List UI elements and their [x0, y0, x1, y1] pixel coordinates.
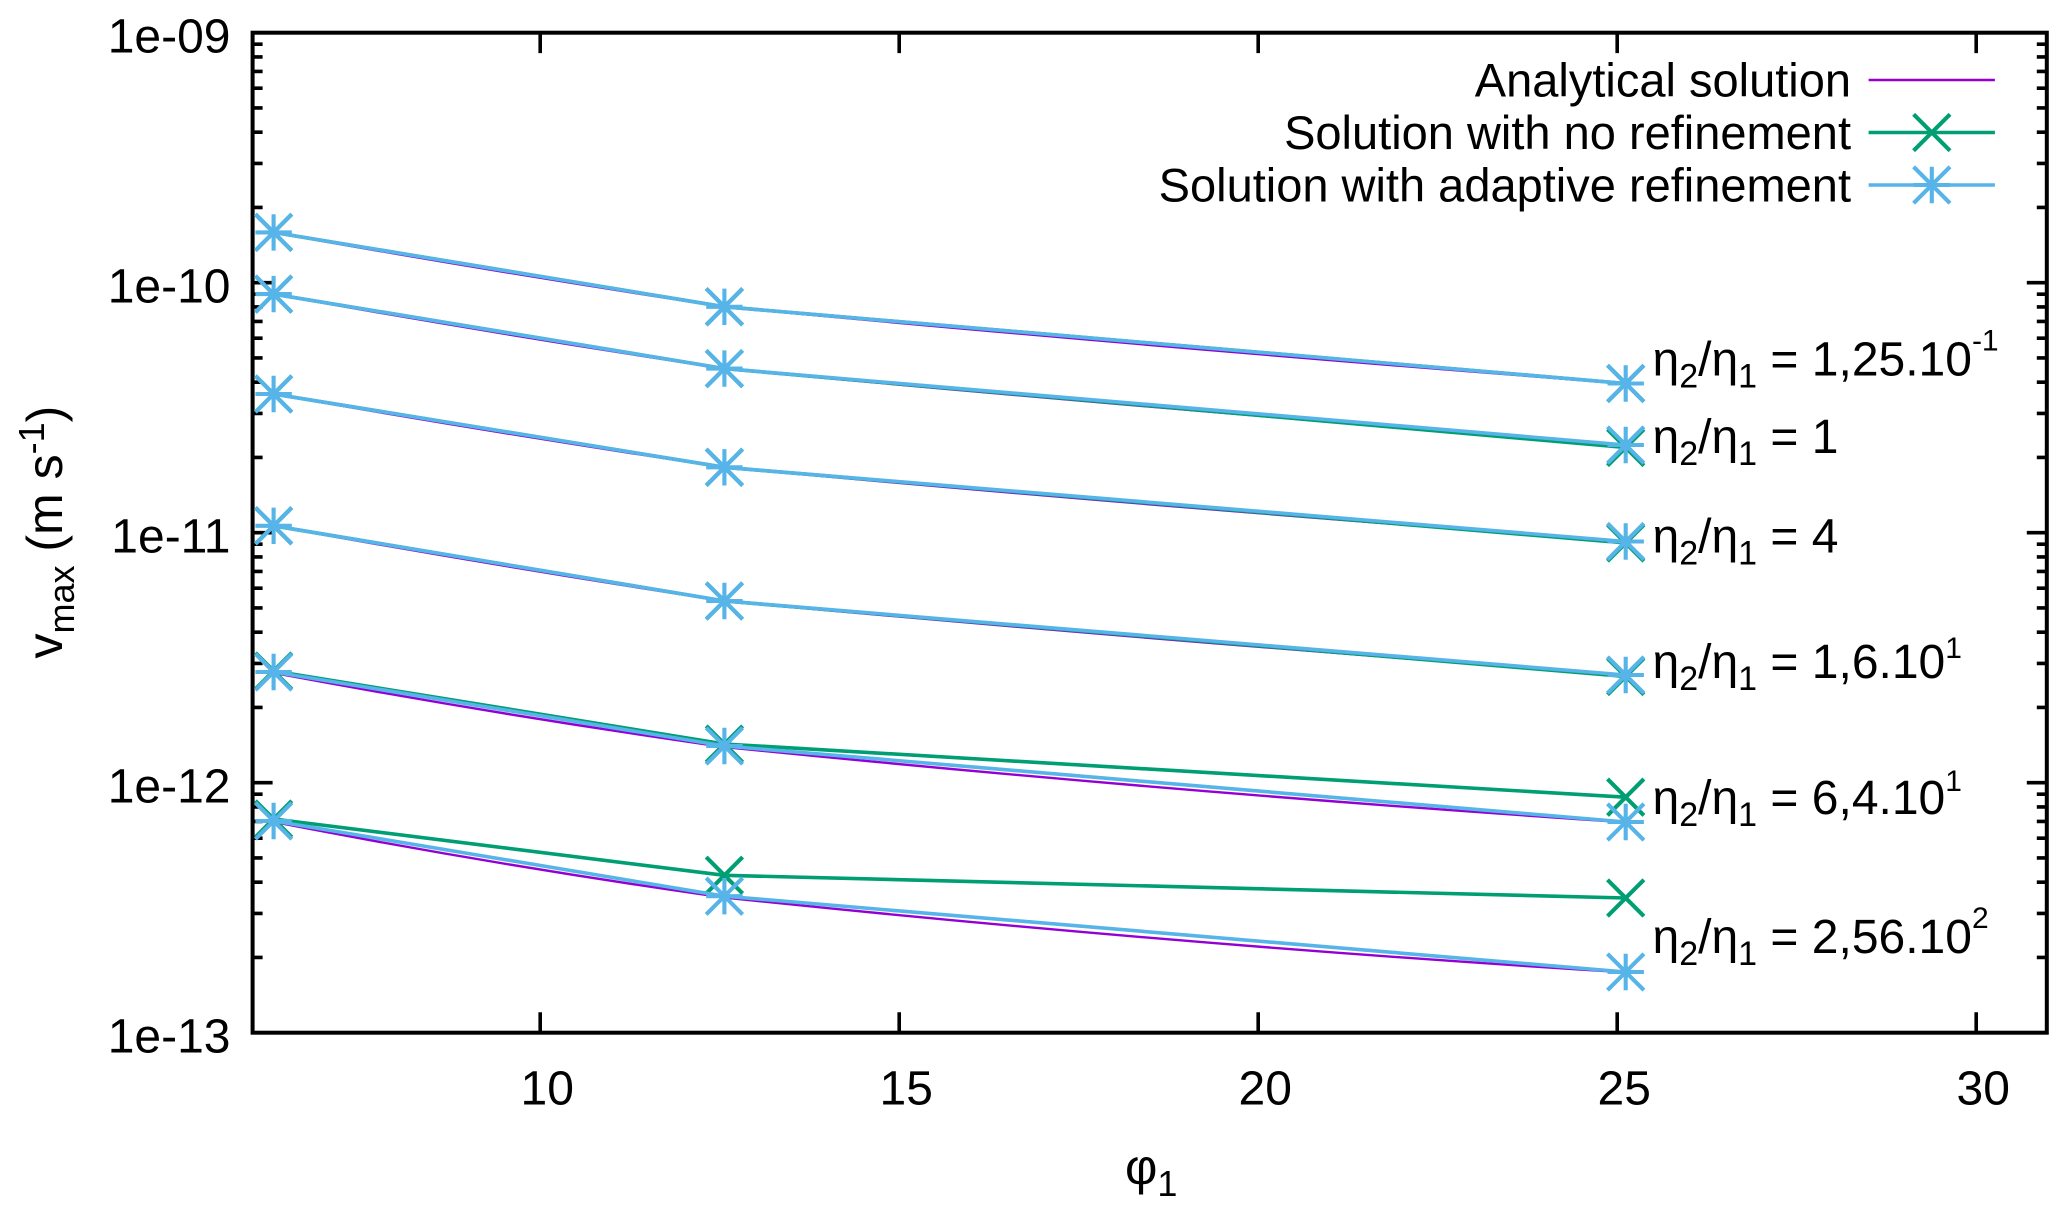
svg-text:1e-10: 1e-10: [108, 261, 231, 314]
svg-text:1e-13: 1e-13: [108, 1011, 231, 1064]
svg-text:1e-09: 1e-09: [108, 11, 231, 64]
svg-text:20: 20: [1239, 1063, 1292, 1116]
svg-text:Solution with no refinement: Solution with no refinement: [1284, 106, 1851, 159]
svg-text:η2/η1 = 4: η2/η1 = 4: [1653, 510, 1839, 572]
svg-text:25: 25: [1598, 1063, 1651, 1116]
svg-text:15: 15: [880, 1063, 933, 1116]
svg-text:η2/η1 = 1,6.101: η2/η1 = 1,6.101: [1653, 632, 1962, 698]
svg-text:1e-11: 1e-11: [111, 511, 230, 564]
svg-text:10: 10: [521, 1063, 574, 1116]
svg-text:1e-12: 1e-12: [108, 761, 231, 814]
svg-text:30: 30: [1957, 1063, 2010, 1116]
svg-text:η2/η1 = 6,4.101: η2/η1 = 6,4.101: [1653, 765, 1962, 834]
svg-text:Solution with adaptive refinem: Solution with adaptive refinement: [1159, 159, 1851, 212]
svg-text:η2/η1 = 1,25.10-1: η2/η1 = 1,25.10-1: [1653, 325, 1999, 396]
svg-text:η2/η1 = 2,56.102: η2/η1 = 2,56.102: [1653, 902, 1989, 973]
svg-text:Analytical solution: Analytical solution: [1475, 54, 1851, 107]
